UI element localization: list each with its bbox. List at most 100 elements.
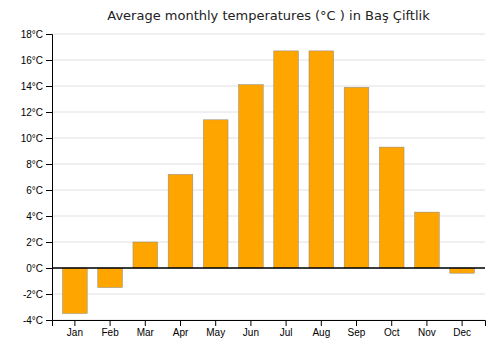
grid [52, 34, 485, 320]
y-tick-mark [46, 242, 52, 243]
x-tick-label: Mar [137, 327, 155, 338]
y-axis: -4°C -2°C 0°C 2°C 4°C 6°C 8°C 10°C 12°C 14°C 16°C 1… [21, 29, 53, 326]
bar [239, 85, 264, 268]
title: Average monthly temperatures (°C ) in Ba… [107, 8, 430, 23]
y-tick-mark [46, 164, 52, 165]
x-tick-mark [145, 320, 146, 326]
x-axis-line [53, 321, 486, 327]
x-tick: Dec [453, 320, 471, 338]
y-tick-mark [46, 112, 52, 113]
x-tick-label: Jul [280, 327, 293, 338]
bar [274, 51, 299, 268]
y-tick: 0°C [26, 263, 52, 274]
y-tick-mark [46, 60, 52, 61]
x-tick-label: Nov [418, 327, 436, 338]
x-tick-label: Jan [67, 327, 83, 338]
y-tick-mark [46, 34, 52, 35]
y-tick: 6°C [26, 185, 52, 196]
x-tick: Aug [312, 320, 330, 338]
bar [344, 87, 369, 268]
x-tick-mark [180, 320, 181, 326]
y-tick-label: -2°C [23, 289, 43, 300]
x-tick: Jul [280, 320, 293, 338]
grid-line [52, 34, 485, 35]
y-tick-label: -4°C [23, 315, 43, 326]
y-tick: 12°C [21, 107, 52, 118]
bar [63, 268, 88, 314]
y-tick: 4°C [26, 211, 52, 222]
y-tick-mark [46, 190, 52, 191]
y-axis-line [46, 35, 53, 321]
y-tick-mark [46, 216, 52, 217]
y-tick-label: 4°C [26, 211, 43, 222]
y-tick: 14°C [21, 81, 52, 92]
y-tick-label: 8°C [26, 159, 43, 170]
x-tick-label: Aug [312, 327, 330, 338]
y-tick-mark [46, 320, 52, 321]
x-tick-mark [286, 320, 287, 326]
y-tick-label: 12°C [21, 107, 43, 118]
x-tick-mark [215, 320, 216, 326]
x-tick-label: Apr [173, 327, 189, 338]
y-tick-mark [46, 86, 52, 87]
grid-line [52, 112, 485, 113]
x-tick: May [206, 320, 225, 338]
y-tick: 2°C [26, 237, 52, 248]
y-tick: -4°C [23, 315, 52, 326]
x-tick-mark [110, 320, 111, 326]
y-tick-mark [46, 268, 52, 269]
y-tick: -2°C [23, 289, 52, 300]
x-tick: Sep [348, 320, 366, 338]
grid-line [52, 138, 485, 139]
grid-line [52, 294, 485, 295]
bar [203, 120, 228, 268]
y-tick-label: 10°C [21, 133, 43, 144]
x-tick-mark [321, 320, 322, 326]
x-tick-label: Jun [243, 327, 259, 338]
x-tick-mark [462, 320, 463, 326]
y-tick-mark [46, 294, 52, 295]
x-tick-label: Feb [101, 327, 119, 338]
x-tick-mark [426, 320, 427, 326]
x-axis: Jan Feb Mar Apr May Jun Jul Aug Sep Oct Nov Dec [53, 320, 486, 338]
y-tick-label: 6°C [26, 185, 43, 196]
x-tick-label: Dec [453, 327, 471, 338]
y-tick-label: 2°C [26, 237, 43, 248]
x-tick-mark [74, 320, 75, 326]
y-tick-label: 0°C [26, 263, 43, 274]
y-tick: 8°C [26, 159, 52, 170]
y-tick: 16°C [21, 55, 52, 66]
x-tick-label: May [206, 327, 225, 338]
plot: -4°C -2°C 0°C 2°C 4°C 6°C 8°C 10°C 12°C 14°C 16°C 1… [21, 29, 486, 338]
chart: -4°C -2°C 0°C 2°C 4°C 6°C 8°C 10°C 12°C 14°C 16°C 1… [0, 0, 500, 350]
grid-line [52, 190, 485, 191]
bar [98, 268, 123, 288]
bar [379, 147, 404, 268]
y-tick: 18°C [21, 29, 52, 40]
grid-line [52, 86, 485, 87]
grid-line [52, 268, 485, 269]
x-tick-label: Sep [348, 327, 366, 338]
bars [52, 51, 485, 314]
x-tick-mark [250, 320, 251, 326]
x-tick: Mar [137, 320, 155, 338]
x-tick: Feb [101, 320, 119, 338]
y-tick-label: 16°C [21, 55, 43, 66]
y-tick-label: 18°C [21, 29, 43, 40]
bar [168, 174, 193, 268]
x-tick: Jun [243, 320, 259, 338]
y-tick-label: 14°C [21, 81, 43, 92]
y-tick-mark [46, 138, 52, 139]
x-tick-mark [391, 320, 392, 326]
bar [450, 268, 475, 273]
x-tick-label: Oct [384, 327, 400, 338]
x-tick: Oct [384, 320, 400, 338]
x-tick: Nov [418, 320, 436, 338]
y-tick: 10°C [21, 133, 52, 144]
grid-line [52, 164, 485, 165]
x-tick: Apr [173, 320, 189, 338]
bar [133, 242, 158, 268]
grid-line [52, 60, 485, 61]
x-tick-mark [356, 320, 357, 326]
bar [415, 212, 440, 268]
